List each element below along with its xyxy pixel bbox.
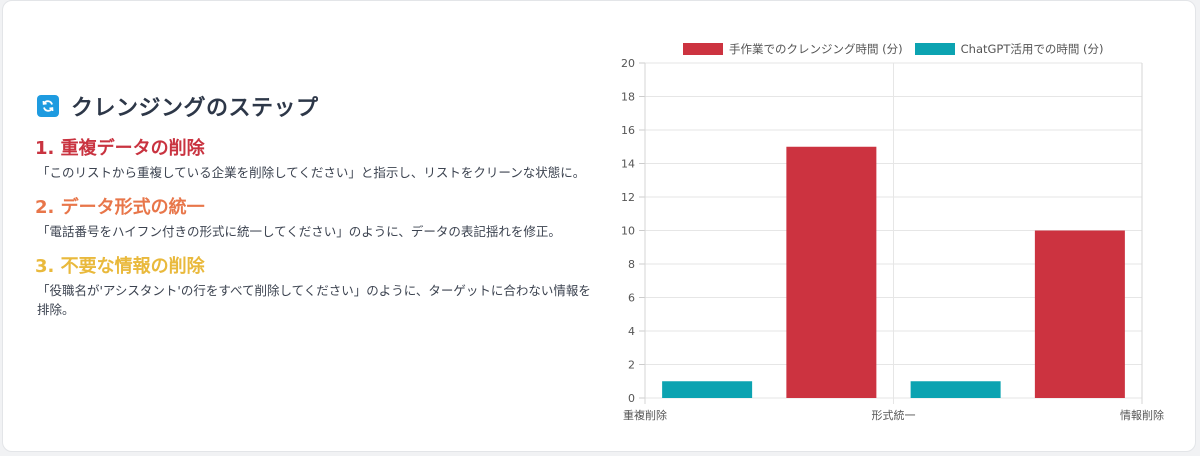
- step-description: 「役職名が'アシスタント'の行をすべて削除してください」のように、ターゲットに合…: [37, 283, 591, 317]
- y-tick-label: 14: [621, 158, 635, 171]
- chart-plot: 0 2 4 6 8 10 12 14 16 18 20 重複削除 形式統一 情報削除: [621, 57, 1164, 422]
- y-tick-label: 6: [628, 292, 635, 305]
- y-tick-label: 20: [621, 57, 635, 70]
- step-title: 2. データ形式の統一: [35, 197, 205, 218]
- bar-chatgpt-1: [910, 381, 1001, 398]
- x-tick-label: 重複削除: [623, 408, 667, 422]
- section-title: クレンジングのステップ: [71, 96, 319, 121]
- legend-item-manual[interactable]: 手作業でのクレンジング時間 (分): [683, 41, 903, 57]
- y-tick-label: 2: [628, 359, 635, 372]
- x-tick-label: 形式統一: [872, 408, 916, 422]
- y-tick-label: 4: [628, 325, 635, 338]
- legend-label-chatgpt: ChatGPT活用での時間 (分): [960, 42, 1104, 56]
- y-tick-label: 16: [621, 124, 635, 137]
- step-title: 1. 重複データの削除: [35, 138, 205, 159]
- step-3: 3. 不要な情報の削除 「役職名が'アシスタント'の行をすべて削除してください」…: [35, 255, 593, 319]
- bar-manual-1: [786, 146, 877, 398]
- y-tick-label: 12: [621, 191, 635, 204]
- legend-item-chatgpt[interactable]: ChatGPT活用での時間 (分): [914, 41, 1104, 57]
- steps-panel: クレンジングのステップ 1. 重複データの削除 「このリストから重複している企業…: [35, 91, 593, 333]
- step-description: 「このリストから重複している企業を削除してください」と指示し、リストをクリーンな…: [37, 165, 586, 180]
- chart-legend: 手作業でのクレンジング時間 (分) ChatGPT活用での時間 (分): [683, 41, 1116, 57]
- refresh-icon: [37, 95, 59, 117]
- legend-swatch-chatgpt: [914, 43, 955, 55]
- y-tick-label: 10: [621, 225, 635, 238]
- y-tick-label: 18: [621, 91, 635, 104]
- step-title: 3. 不要な情報の削除: [35, 256, 205, 277]
- section-heading: クレンジングのステップ: [37, 91, 593, 121]
- legend-swatch-manual: [683, 43, 723, 55]
- y-tick-label: 8: [628, 258, 635, 271]
- legend-label-manual: 手作業でのクレンジング時間 (分): [729, 42, 903, 56]
- step-1: 1. 重複データの削除 「このリストから重複している企業を削除してください」と指…: [35, 137, 593, 182]
- x-tick-label: 情報削除: [1120, 408, 1164, 422]
- bar-chart: 手作業でのクレンジング時間 (分) ChatGPT活用での時間 (分) 0 2 4 6…: [599, 31, 1179, 431]
- y-tick-label: 0: [628, 392, 635, 405]
- step-description: 「電話番号をハイフン付きの形式に統一してください」のように、データの表記揺れを修…: [37, 224, 561, 239]
- bar-manual-2: [1034, 230, 1125, 398]
- step-2: 2. データ形式の統一 「電話番号をハイフン付きの形式に統一してください」のよう…: [35, 196, 593, 241]
- bar-chatgpt-0: [662, 381, 753, 398]
